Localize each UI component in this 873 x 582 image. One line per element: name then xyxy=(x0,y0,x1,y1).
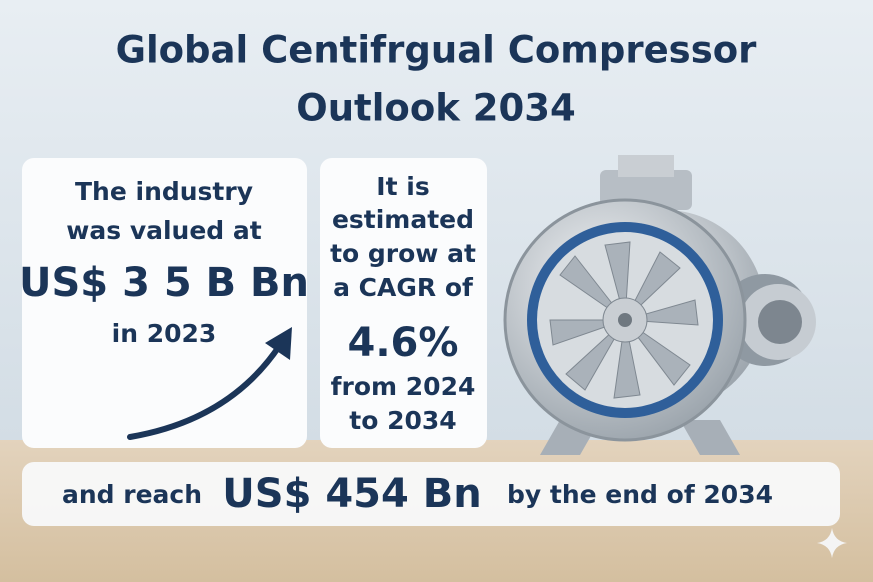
footer-text: and reach xyxy=(62,480,202,509)
title-line: Outlook 2034 xyxy=(296,87,575,130)
card-text: estimated xyxy=(332,205,474,234)
card-text: a CAGR of xyxy=(333,273,474,302)
card xyxy=(320,158,487,448)
compressor-illustration xyxy=(503,155,816,455)
card-text: to grow at xyxy=(330,239,476,268)
card-text: in 2023 xyxy=(112,319,217,348)
card-text: The industry xyxy=(75,177,253,206)
trend-arrow xyxy=(127,342,283,440)
card-text: was valued at xyxy=(66,216,262,245)
footer-bar xyxy=(22,462,840,526)
card-highlight: US$ 3 5 B Bn xyxy=(19,260,309,306)
card-highlight: 4.6% xyxy=(348,320,459,366)
title-line: Global Centifrgual Compressor xyxy=(116,29,758,72)
arrow-head xyxy=(265,327,292,360)
card-text: from 2024 xyxy=(331,372,476,401)
sparkle-icon xyxy=(817,528,847,558)
card xyxy=(22,158,307,448)
card-text: to 2034 xyxy=(349,406,456,435)
footer-highlight: US$ 454 Bn xyxy=(222,471,481,517)
footer-text: by the end of 2034 xyxy=(507,480,773,509)
card-text: It is xyxy=(376,172,429,201)
